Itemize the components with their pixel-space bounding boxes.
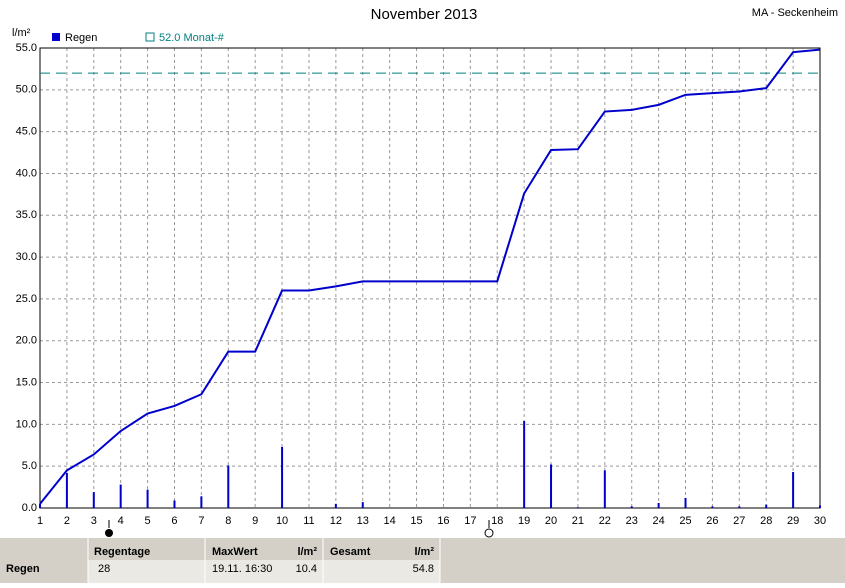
y-tick-label: 20.0 xyxy=(16,335,37,347)
x-tick-label: 6 xyxy=(171,515,177,527)
y-tick-label: 55.0 xyxy=(16,42,37,54)
bar xyxy=(200,496,203,508)
bar xyxy=(39,503,41,508)
y-tick-label: 50.0 xyxy=(16,84,37,96)
x-tick-label: 3 xyxy=(91,515,97,527)
x-tick-label: 7 xyxy=(198,515,204,527)
bar xyxy=(819,505,821,508)
legend-swatch xyxy=(52,33,60,41)
x-tick-label: 15 xyxy=(410,515,422,527)
bar xyxy=(738,506,741,508)
table-header: Regentage xyxy=(94,546,150,558)
x-tick-label: 9 xyxy=(252,515,258,527)
x-tick-label: 24 xyxy=(652,515,664,527)
table-cell: 19.11. 16:30 xyxy=(212,563,272,575)
x-tick-label: 25 xyxy=(679,515,691,527)
bar xyxy=(630,506,633,508)
bar xyxy=(119,484,122,508)
y-tick-label: 40.0 xyxy=(16,167,37,179)
table-header: Gesamt xyxy=(330,546,371,558)
bar xyxy=(603,470,606,508)
table-header: l/m² xyxy=(414,546,434,558)
y-tick-label: 30.0 xyxy=(16,251,37,263)
x-tick-label: 4 xyxy=(118,515,124,527)
row-label: Regen xyxy=(6,563,40,575)
table-cell: 54.8 xyxy=(413,563,434,575)
bar xyxy=(657,502,660,508)
x-tick-label: 12 xyxy=(330,515,342,527)
y-tick-label: 15.0 xyxy=(16,376,37,388)
x-tick-label: 30 xyxy=(814,515,826,527)
x-tick-label: 16 xyxy=(437,515,449,527)
x-tick-label: 8 xyxy=(225,515,231,527)
y-tick-label: 35.0 xyxy=(16,209,37,221)
x-tick-label: 28 xyxy=(760,515,772,527)
legend-swatch xyxy=(145,32,155,42)
x-tick-label: 2 xyxy=(64,515,70,527)
table-header: l/m² xyxy=(297,546,317,558)
bar xyxy=(765,504,768,508)
x-tick-label: 17 xyxy=(464,515,476,527)
x-tick-label: 11 xyxy=(303,515,314,527)
x-tick-label: 26 xyxy=(706,515,718,527)
x-tick-label: 29 xyxy=(787,515,799,527)
x-tick-label: 21 xyxy=(572,515,584,527)
x-tick-label: 19 xyxy=(518,515,530,527)
x-tick-label: 22 xyxy=(599,515,611,527)
y-tick-label: 0.0 xyxy=(22,502,37,514)
legend-label: Regen xyxy=(65,32,97,44)
summary-table: Regen Regentage MaxWert l/m² Gesamt l/m²… xyxy=(0,538,845,583)
bar xyxy=(281,446,284,508)
bar xyxy=(227,465,230,508)
x-tick-label: 13 xyxy=(357,515,369,527)
bar xyxy=(65,472,68,508)
bar xyxy=(92,492,95,508)
x-tick-label: 10 xyxy=(276,515,288,527)
x-tick-label: 27 xyxy=(733,515,745,527)
x-tick-label: 1 xyxy=(37,515,43,527)
y-tick-label: 25.0 xyxy=(16,293,37,305)
table-cell: 10.4 xyxy=(296,563,317,575)
moon-new xyxy=(484,528,494,538)
y-tick-label: 5.0 xyxy=(22,460,37,472)
y-tick-label: 10.0 xyxy=(16,418,37,430)
x-tick-label: 18 xyxy=(491,515,503,527)
table-header: MaxWert xyxy=(212,546,258,558)
bar xyxy=(523,421,526,508)
station: MA - Seckenheim xyxy=(752,7,838,19)
x-tick-label: 20 xyxy=(545,515,557,527)
legend-label: 52.0 Monat-# xyxy=(159,32,225,44)
chart-title: November 2013 xyxy=(371,6,478,23)
bar xyxy=(792,472,795,508)
table-row xyxy=(88,560,440,583)
moon-full xyxy=(105,529,113,537)
x-tick-label: 5 xyxy=(145,515,151,527)
x-tick-label: 23 xyxy=(626,515,638,527)
plot-border xyxy=(39,47,821,509)
plot-area xyxy=(40,48,820,508)
table-cell: 28 xyxy=(98,563,110,575)
y-axis-label: l/m² xyxy=(12,27,31,39)
bar xyxy=(711,506,714,508)
y-tick-label: 45.0 xyxy=(16,126,37,138)
bar xyxy=(173,500,176,508)
bar xyxy=(550,464,553,508)
bar xyxy=(334,503,337,508)
bar xyxy=(146,489,149,508)
bar xyxy=(576,507,579,508)
line xyxy=(39,48,821,505)
x-tick-label: 14 xyxy=(384,515,396,527)
bar xyxy=(684,497,687,508)
bar xyxy=(361,502,364,508)
